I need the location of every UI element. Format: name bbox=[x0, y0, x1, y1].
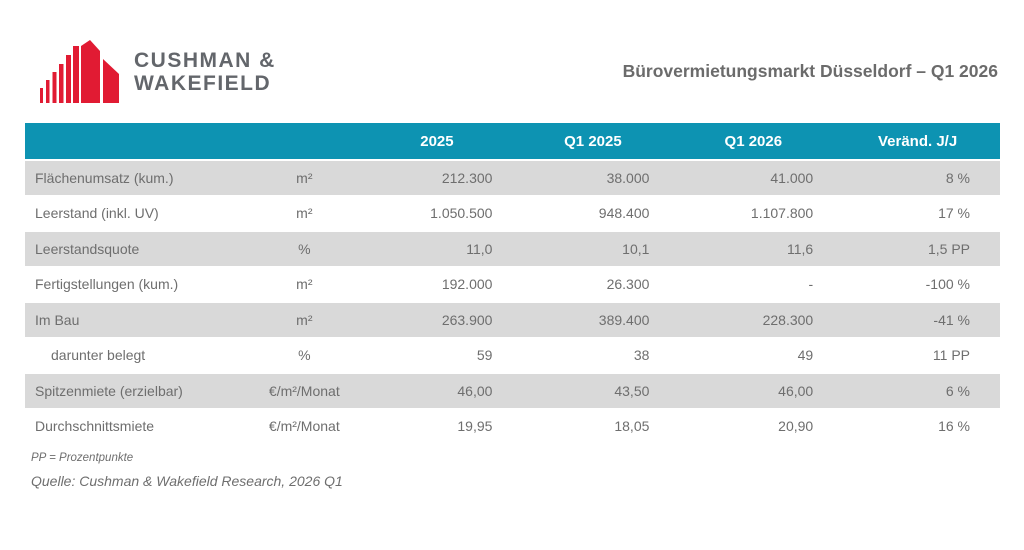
cell-q1-2025: 10,1 bbox=[514, 232, 672, 268]
cell-2025: 192.000 bbox=[359, 267, 515, 303]
logo-text-line2: WAKEFIELD bbox=[134, 71, 272, 95]
cell-label: Leerstandsquote bbox=[25, 232, 250, 268]
cell-change: -100 % bbox=[835, 267, 1000, 303]
cell-unit: m² bbox=[249, 267, 360, 303]
header-cell-label bbox=[25, 123, 250, 161]
cell-q1-2026: 41.000 bbox=[671, 161, 836, 197]
cell-q1-2026: 11,6 bbox=[671, 232, 836, 268]
cell-unit: m² bbox=[249, 196, 360, 232]
cell-2025: 59 bbox=[359, 338, 515, 374]
pp-footnote: PP = Prozentpunkte bbox=[31, 452, 134, 464]
cell-2025: 11,0 bbox=[359, 232, 515, 268]
table-row: Leerstand (inkl. UV) m² 1.050.500 948.40… bbox=[25, 196, 1000, 232]
header-cell-change: Veränd. J/J bbox=[835, 123, 1000, 161]
table-row: Flächenumsatz (kum.) m² 212.300 38.000 4… bbox=[25, 161, 1000, 197]
header-cell-q1-2025: Q1 2025 bbox=[514, 123, 672, 161]
cell-2025: 263.900 bbox=[359, 303, 515, 339]
table-row: Im Bau m² 263.900 389.400 228.300 -41 % bbox=[25, 303, 1000, 339]
cell-label: Leerstand (inkl. UV) bbox=[25, 196, 250, 232]
cell-change: 6 % bbox=[835, 374, 1000, 410]
header-cell-2025: 2025 bbox=[359, 123, 515, 161]
table-header-row: 2025 Q1 2025 Q1 2026 Veränd. J/J bbox=[25, 123, 1000, 161]
cell-unit: % bbox=[249, 338, 360, 374]
cell-q1-2026: 1.107.800 bbox=[671, 196, 836, 232]
cell-q1-2025: 38 bbox=[514, 338, 672, 374]
cell-q1-2026: 228.300 bbox=[671, 303, 836, 339]
header-cell-q1-2026: Q1 2026 bbox=[671, 123, 836, 161]
page-header: CUSHMAN & WAKEFIELD Bürovermietungsmarkt… bbox=[0, 0, 1024, 105]
cell-unit: m² bbox=[249, 161, 360, 197]
cushman-wakefield-logo: CUSHMAN & WAKEFIELD bbox=[40, 39, 276, 104]
cell-unit: % bbox=[249, 232, 360, 268]
table-row: Fertigstellungen (kum.) m² 192.000 26.30… bbox=[25, 267, 1000, 303]
cell-q1-2025: 38.000 bbox=[514, 161, 672, 197]
cell-unit: €/m²/Monat bbox=[249, 374, 360, 410]
cell-unit: m² bbox=[249, 303, 360, 339]
building-bars-icon bbox=[40, 39, 119, 103]
cell-q1-2026: 49 bbox=[671, 338, 836, 374]
cell-label: darunter belegt bbox=[25, 338, 250, 374]
cell-q1-2025: 18,05 bbox=[514, 409, 672, 445]
cell-2025: 19,95 bbox=[359, 409, 515, 445]
cell-change: 8 % bbox=[835, 161, 1000, 197]
cell-2025: 46,00 bbox=[359, 374, 515, 410]
page-title: Bürovermietungsmarkt Düsseldorf – Q1 202… bbox=[622, 61, 998, 81]
cell-q1-2026: 46,00 bbox=[671, 374, 836, 410]
cell-label: Fertigstellungen (kum.) bbox=[25, 267, 250, 303]
cell-label: Flächenumsatz (kum.) bbox=[25, 161, 250, 197]
header-cell-unit bbox=[249, 123, 360, 161]
cell-label: Durchschnittsmiete bbox=[25, 409, 250, 445]
cell-2025: 212.300 bbox=[359, 161, 515, 197]
cell-change: 16 % bbox=[835, 409, 1000, 445]
cell-change: -41 % bbox=[835, 303, 1000, 339]
cell-q1-2025: 43,50 bbox=[514, 374, 672, 410]
source-line: Quelle: Cushman & Wakefield Research, 20… bbox=[31, 473, 343, 489]
table-row: Durchschnittsmiete €/m²/Monat 19,95 18,0… bbox=[25, 409, 1000, 445]
cell-q1-2025: 389.400 bbox=[514, 303, 672, 339]
cell-change: 11 PP bbox=[835, 338, 1000, 374]
logo-wordmark: CUSHMAN & WAKEFIELD bbox=[134, 49, 276, 95]
cell-2025: 1.050.500 bbox=[359, 196, 515, 232]
cell-unit: €/m²/Monat bbox=[249, 409, 360, 445]
cell-change: 17 % bbox=[835, 196, 1000, 232]
cell-label: Im Bau bbox=[25, 303, 250, 339]
cell-change: 1,5 PP bbox=[835, 232, 1000, 268]
market-data-table: 2025 Q1 2025 Q1 2026 Veränd. J/J Flächen… bbox=[25, 123, 1000, 445]
cell-q1-2025: 948.400 bbox=[514, 196, 672, 232]
table-row: Spitzenmiete (erzielbar) €/m²/Monat 46,0… bbox=[25, 374, 1000, 410]
cell-q1-2026: - bbox=[671, 267, 836, 303]
cell-q1-2025: 26.300 bbox=[514, 267, 672, 303]
logo-text-line1: CUSHMAN & bbox=[134, 48, 276, 72]
table-row: Leerstandsquote % 11,0 10,1 11,6 1,5 PP bbox=[25, 232, 1000, 268]
table-row: darunter belegt % 59 38 49 11 PP bbox=[25, 338, 1000, 374]
cell-label: Spitzenmiete (erzielbar) bbox=[25, 374, 250, 410]
cell-q1-2026: 20,90 bbox=[671, 409, 836, 445]
